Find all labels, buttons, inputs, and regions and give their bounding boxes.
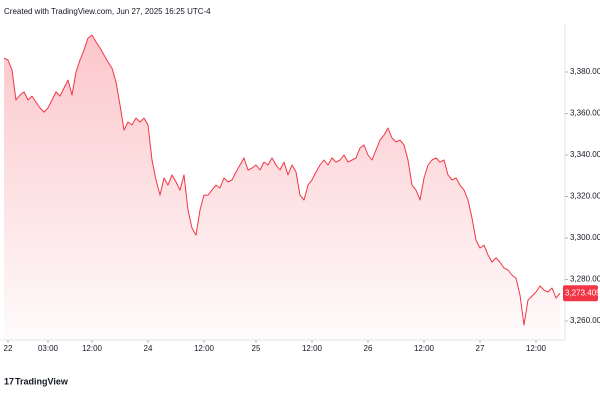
y-tick-label: 3,360.000 [570, 109, 600, 118]
y-tick-label: 3,320.000 [570, 192, 600, 201]
x-tick-label: 12:00 [414, 344, 435, 353]
x-tick-label: 12:00 [194, 344, 215, 353]
brand-name: TradingView [15, 376, 69, 386]
y-tick-label: 3,300.000 [570, 233, 600, 242]
area-fill [4, 35, 560, 340]
last-price-tag [563, 285, 598, 302]
x-tick-label: 03:00 [38, 344, 59, 353]
x-tick-label: 12:00 [302, 344, 323, 353]
x-tick-label: 25 [252, 344, 261, 353]
y-tick-label: 3,280.000 [570, 275, 600, 284]
price-line [3, 34, 561, 326]
last-price-label: 3,273.405 [565, 288, 600, 297]
x-tick-label: 27 [476, 344, 485, 353]
y-tick-label: 3,380.000 [570, 67, 600, 76]
x-tick-label: 22 [4, 344, 13, 353]
x-tick-label: 26 [364, 344, 373, 353]
x-tick-label: 24 [144, 344, 153, 353]
x-tick-label: 12:00 [526, 344, 547, 353]
y-tick-label: 3,340.000 [570, 150, 600, 159]
brand-icon: 17 [4, 376, 14, 386]
y-tick-label: 3,260.000 [570, 316, 600, 325]
x-tick-label: 12:00 [82, 344, 103, 353]
chart-title: Created with TradingView.com, Jun 27, 20… [4, 7, 211, 16]
brand-logo: 17 TradingView [4, 376, 69, 386]
